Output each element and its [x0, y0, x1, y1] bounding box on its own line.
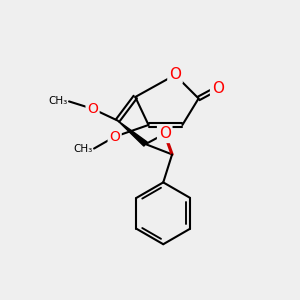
- Text: O: O: [87, 102, 98, 116]
- Text: O: O: [159, 126, 171, 141]
- Polygon shape: [118, 121, 147, 146]
- Text: O: O: [212, 81, 224, 96]
- Text: O: O: [169, 68, 181, 82]
- Text: CH₃: CH₃: [73, 143, 93, 154]
- Text: O: O: [109, 130, 120, 144]
- Text: CH₃: CH₃: [48, 96, 68, 106]
